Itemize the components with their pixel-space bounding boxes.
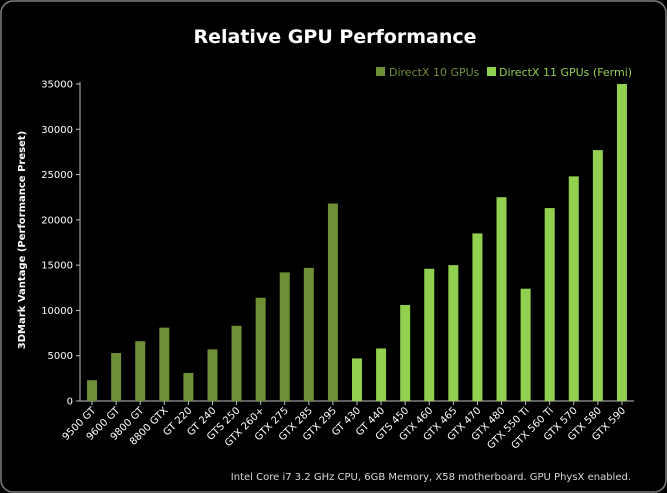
y-tick-label: 10000 [41,306,73,317]
y-axis-label: 3DMark Vantage (Performance Preset) [17,131,28,349]
bar [376,348,387,401]
bar [255,297,266,401]
bar [496,197,507,401]
bar [279,272,290,401]
bar [207,349,218,401]
bar [303,267,314,401]
legend-swatch-dx11 [487,67,496,76]
bar [544,208,555,401]
bar [568,176,579,401]
y-tick-label: 5000 [48,351,73,362]
y-tick-label: 20000 [41,215,73,226]
chart-title: Relative GPU Performance [193,26,476,48]
bar [448,265,459,401]
legend: DirectX 10 GPUs DirectX 11 GPUs (Fermi) [376,66,632,79]
y-tick-label: 0 [67,397,73,408]
legend-label-dx11: DirectX 11 GPUs (Fermi) [499,66,632,79]
bar [592,150,603,401]
bar [472,233,483,401]
legend-swatch-dx10 [376,67,385,76]
bar [87,380,98,401]
bar [400,304,411,401]
legend-label-dx10: DirectX 10 GPUs [389,66,480,79]
y-tick-label: 35000 [41,80,73,91]
bar [231,325,242,401]
y-tick-label: 25000 [41,170,73,181]
bar [111,352,122,401]
bar [424,268,435,401]
bar [183,372,194,401]
bar [520,288,531,401]
bar [159,327,170,401]
bar [616,84,627,401]
footnote: Intel Core i7 3.2 GHz CPU, 6GB Memory, X… [231,472,631,483]
bar [327,203,338,401]
bar [135,341,146,401]
y-tick-label: 30000 [41,125,73,136]
y-tick-label: 15000 [41,261,73,272]
bar [352,358,362,401]
